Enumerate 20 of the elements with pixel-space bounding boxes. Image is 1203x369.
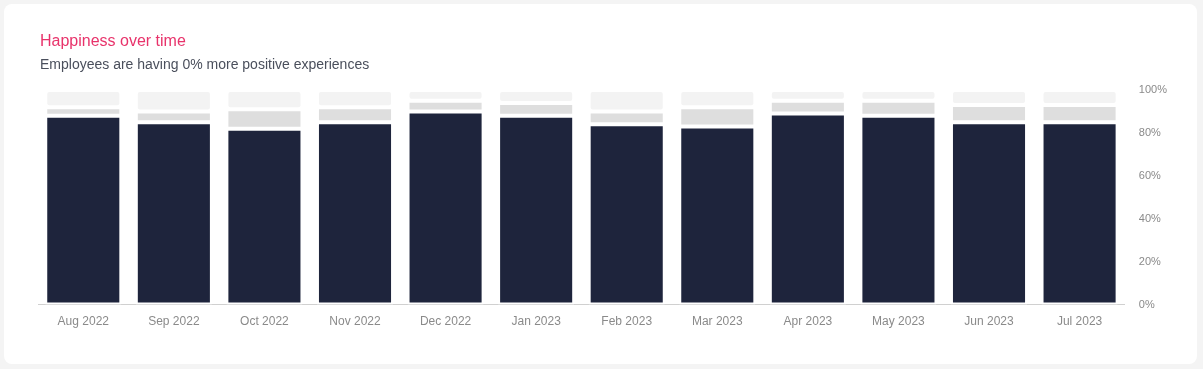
y-tick-label: 20% (1138, 254, 1162, 267)
y-tick-label: 80% (1138, 125, 1162, 138)
chart-subtitle: Employees are having 0% more positive experiences (40, 56, 370, 72)
x-tick-label: Oct 2022 (240, 314, 290, 329)
x-tick-label: Jan 2023 (511, 314, 562, 329)
y-tick-label: 60% (1138, 168, 1162, 181)
x-tick-label: Dec 2022 (419, 314, 472, 329)
y-tick-label: 40% (1138, 211, 1162, 224)
x-tick-label: Nov 2022 (329, 314, 382, 329)
x-tick-label: Aug 2022 (57, 314, 110, 329)
chart-title: Happiness over time (40, 32, 186, 50)
x-tick-label: May 2023 (872, 314, 926, 329)
x-tick-label: Mar 2023 (691, 314, 743, 329)
y-tick-label: 0% (1138, 297, 1155, 310)
x-tick-label: Feb 2023 (601, 314, 653, 329)
x-tick-label: Jul 2023 (1056, 314, 1103, 329)
x-tick-label: Apr 2023 (783, 314, 833, 329)
x-tick-label: Sep 2022 (148, 314, 200, 329)
y-tick-label: 100% (1138, 83, 1168, 96)
x-tick-label: Jun 2023 (964, 314, 1015, 329)
